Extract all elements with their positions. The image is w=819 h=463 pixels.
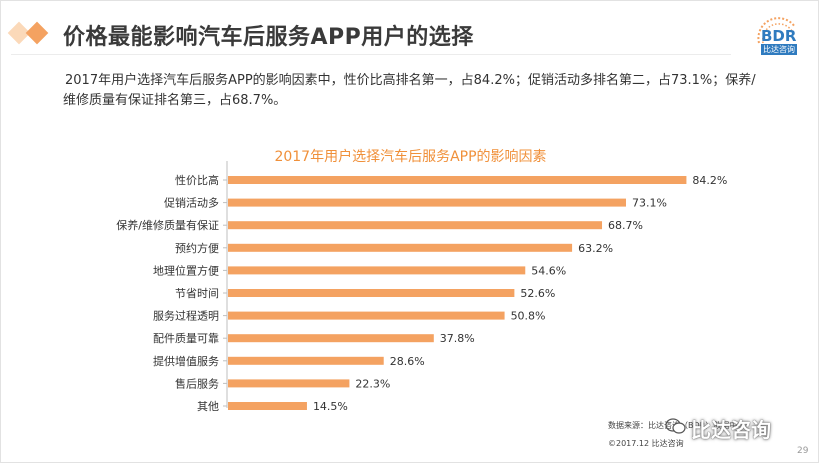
- bar: [228, 289, 515, 297]
- data-label: 84.2%: [692, 174, 727, 187]
- description: 2017年用户选择汽车后服务APP的影响因素中，性价比高排名第一，占84.2%；…: [63, 71, 785, 111]
- bar: [228, 221, 603, 230]
- bar: [228, 243, 573, 252]
- bar: [228, 402, 307, 410]
- category-label: 提供增值服务: [153, 354, 219, 368]
- category-label: 促销活动多: [164, 196, 219, 210]
- description-line-1: 2017年用户选择汽车后服务APP的影响因素中，性价比高排名第一，占84.2%；…: [65, 73, 756, 88]
- data-label: 52.6%: [520, 287, 555, 300]
- watermark: 比达咨询: [691, 418, 771, 442]
- data-label: 73.1%: [632, 197, 667, 210]
- chart-title: 2017年用户选择汽车后服务APP的影响因素: [274, 149, 547, 165]
- category-label: 售后服务: [175, 376, 219, 390]
- data-label: 54.6%: [531, 264, 566, 277]
- bar: [228, 176, 687, 184]
- data-label: 50.8%: [511, 310, 546, 323]
- copyright: ©2017.12 比达咨询: [608, 439, 684, 448]
- bar: [228, 379, 350, 388]
- data-label: 22.3%: [355, 377, 390, 390]
- category-label: 保养/维修质量有保证: [116, 218, 219, 232]
- category-label: 地理位置方便: [153, 263, 219, 277]
- category-label: 预约方便: [175, 241, 219, 255]
- category-label: 配件质量可靠: [153, 331, 219, 345]
- wechat-icon: [665, 418, 686, 434]
- description-line-2: 维修质量有保证排名第三，占68.7%。: [63, 93, 287, 108]
- page-title: 价格最能影响汽车后服务APP用户的选择: [63, 25, 474, 50]
- logo-subtitle: 比达咨询: [761, 44, 797, 55]
- bar: [228, 334, 434, 343]
- category-label: 性价比高: [175, 173, 219, 187]
- bar: [228, 311, 505, 320]
- bdr-logo-icon: [757, 17, 796, 44]
- category-label: 其他: [197, 400, 219, 413]
- bar: [228, 356, 384, 365]
- title-diamond-icon: [25, 21, 49, 45]
- page-number: 29: [797, 446, 809, 456]
- bar: [228, 266, 526, 275]
- title-divider: [11, 54, 731, 55]
- bar: [228, 198, 626, 207]
- logo-text: BDR: [761, 27, 797, 45]
- data-label: 68.7%: [608, 219, 643, 232]
- bar-chart: 性价比高 84.2% 促销活动多 73.1% 保养/维修质量有保证 68.7% 预约方便 63…: [116, 161, 727, 413]
- data-label: 28.6%: [390, 355, 425, 368]
- category-label: 服务过程透明: [153, 310, 219, 323]
- category-label: 节省时间: [175, 287, 219, 300]
- data-label: 14.5%: [313, 400, 348, 413]
- data-label: 37.8%: [440, 332, 475, 345]
- data-label: 63.2%: [578, 242, 613, 255]
